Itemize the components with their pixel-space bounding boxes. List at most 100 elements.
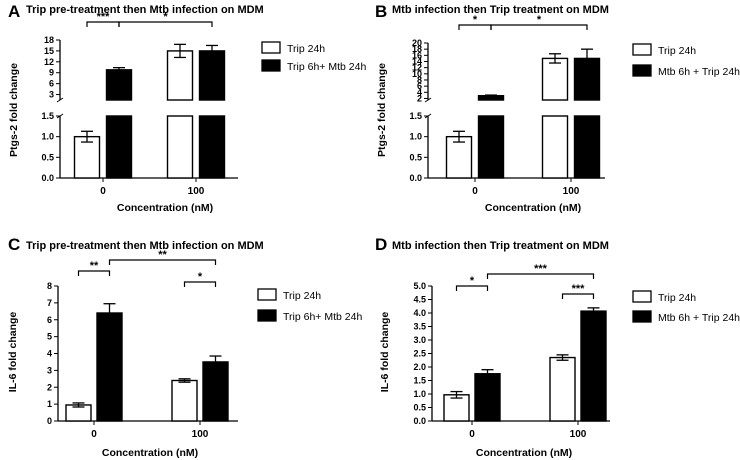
bar-D-1-0 <box>474 373 501 422</box>
x-tick-label: 0 <box>472 186 478 197</box>
significance-bracket <box>118 21 213 27</box>
bar-A-1-0 <box>105 115 133 179</box>
y-tick-label: 2 <box>417 93 422 103</box>
y-tick-label: 0 <box>47 416 52 426</box>
y-tick-label: 1.5 <box>413 376 426 386</box>
bar-D-0-1 <box>549 356 576 422</box>
y-tick-label: 4 <box>47 349 52 359</box>
y-axis-label: IL-6 fold change <box>7 312 19 393</box>
y-tick-label: 7 <box>47 298 52 308</box>
significance-label: * <box>470 275 475 287</box>
y-tick-label: 0.0 <box>409 173 422 183</box>
y-tick-label: 6 <box>49 79 54 89</box>
axis-break-mark <box>424 97 432 103</box>
y-axis-label: IL-6 fold change <box>379 312 391 393</box>
x-tick-label: 0 <box>91 429 97 440</box>
legend-swatch <box>632 290 652 303</box>
significance-bracket <box>561 293 595 299</box>
significance-bracket <box>183 281 217 287</box>
legend-label: Trip 24h <box>283 290 321 302</box>
chart-title: Mtb infection then Trip treatment on MDM <box>392 240 609 252</box>
significance-label: ** <box>158 249 167 261</box>
x-axis-label: Concentration (nM) <box>485 202 581 214</box>
y-tick-label: 1.0 <box>41 132 54 142</box>
y-tick-label: 4.0 <box>413 308 426 318</box>
panel-D: D Mtb infection then Trip treatment on MD… <box>375 235 740 459</box>
panel-letter: D <box>375 235 387 254</box>
panel-C: C Trip pre-treatment then Mtb infection o… <box>7 235 362 459</box>
bar-B-1-1 <box>573 115 601 179</box>
panel-letter: A <box>8 2 20 21</box>
legend-swatch <box>261 59 281 72</box>
significance-label: * <box>473 14 478 26</box>
y-tick-label: 18 <box>412 44 422 54</box>
significance-label: *** <box>572 283 586 295</box>
y-tick-label: 1.0 <box>409 132 422 142</box>
y-tick-label: 8 <box>47 281 52 291</box>
chart-title: Mtb infection then Trip treatment on MDM <box>392 4 609 16</box>
y-tick-label: 3.0 <box>413 335 426 345</box>
y-tick-label: 8 <box>417 75 422 85</box>
panel-letter: B <box>375 2 387 21</box>
x-tick-label: 100 <box>570 429 587 440</box>
y-tick-label: 0.5 <box>41 152 54 162</box>
y-tick-label: 0.0 <box>413 416 426 426</box>
legend-label: Mtb 6h + Trip 24h <box>658 312 740 324</box>
x-tick-label: 0 <box>100 186 106 197</box>
y-tick-label: 18 <box>44 35 54 45</box>
significance-label: * <box>198 271 203 283</box>
bar-A-0-1 <box>166 115 194 179</box>
y-tick-label: 12 <box>44 57 54 67</box>
x-axis-label: Concentration (nM) <box>117 202 213 214</box>
panel-letter: C <box>8 235 20 254</box>
legend-swatch <box>261 41 281 54</box>
bar-D-0-0 <box>443 394 470 422</box>
significance-bracket <box>108 259 217 265</box>
x-tick-label: 100 <box>192 429 209 440</box>
y-tick-label: 14 <box>412 56 422 66</box>
y-tick-label: 12 <box>412 63 422 73</box>
significance-bracket <box>486 273 595 279</box>
significance-label: *** <box>534 263 548 275</box>
y-tick-label: 20 <box>412 38 422 48</box>
y-tick-label: 1.5 <box>41 111 54 121</box>
significance-label: * <box>163 11 168 23</box>
y-tick-label: 2 <box>47 382 52 392</box>
significance-bracket <box>455 285 489 291</box>
legend-label: Trip 24h <box>658 292 696 304</box>
x-tick-label: 100 <box>563 186 580 197</box>
y-tick-label: 4 <box>417 87 422 97</box>
legend-label: Trip 24h <box>287 43 325 55</box>
y-axis-label: Ptgs-2 fold change <box>376 63 388 157</box>
y-tick-label: 5.0 <box>413 281 426 291</box>
x-axis-label: Concentration (nM) <box>102 447 198 459</box>
y-tick-label: 6 <box>47 315 52 325</box>
significance-label: * <box>537 14 542 26</box>
y-tick-label: 2.5 <box>413 349 426 359</box>
y-tick-label: 10 <box>412 69 422 79</box>
y-tick-label: 3.5 <box>413 322 426 332</box>
bar-D-1-1 <box>580 310 607 422</box>
legend-swatch <box>632 310 652 323</box>
legend-swatch <box>257 309 277 322</box>
legend-swatch <box>632 43 652 56</box>
y-tick-label: 6 <box>417 81 422 91</box>
bar-B-0-0 <box>445 135 473 179</box>
y-tick-label: 1 <box>47 399 52 409</box>
y-tick-label: 3 <box>49 90 54 100</box>
bar-C-1-0 <box>96 312 123 422</box>
significance-bracket <box>490 24 588 30</box>
y-tick-label: 0.5 <box>409 152 422 162</box>
bar-B-1-0-upper <box>477 94 505 101</box>
bar-A-1-1-upper <box>198 50 226 101</box>
chart-title: Trip pre-treatment then Mtb infection on… <box>26 4 264 16</box>
y-tick-label: 15 <box>44 46 54 56</box>
bar-C-1-1 <box>202 361 229 422</box>
y-tick-label: 4.5 <box>413 295 426 305</box>
bar-A-0-0 <box>73 135 101 179</box>
significance-label: *** <box>97 11 111 23</box>
y-tick-label: 0.0 <box>41 173 54 183</box>
legend-swatch <box>632 64 652 77</box>
chart-title: Trip pre-treatment then Mtb infection on… <box>26 240 264 252</box>
